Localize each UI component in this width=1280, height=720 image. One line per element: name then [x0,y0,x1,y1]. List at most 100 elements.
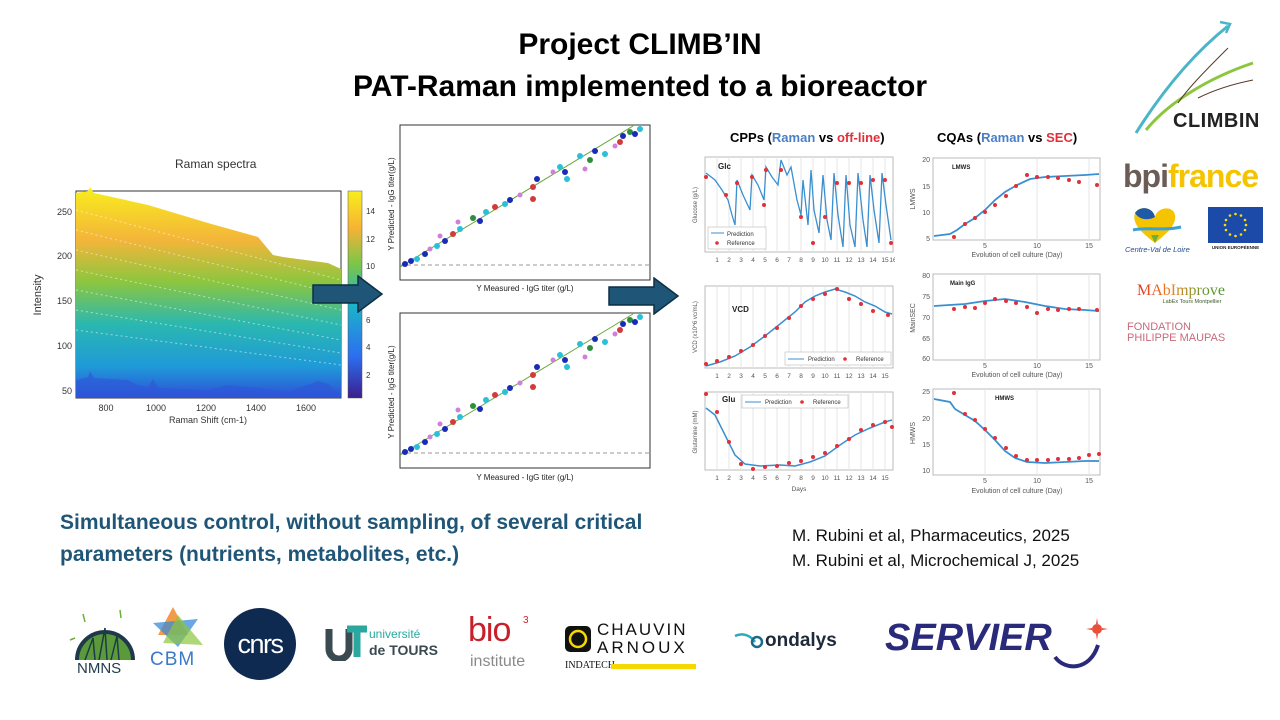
scatter-plot-top: Y Measured - IgG titer (g/L) Y Predicted… [385,124,655,294]
colorbar-tick: 4 [366,343,371,352]
svg-text:15: 15 [922,442,930,449]
bio3-institute-logo: bio 3 institute [468,611,529,670]
raman-spectra-chart: 250 200 150 100 50 800 1000 1200 1400 16… [28,185,368,430]
svg-text:15: 15 [881,373,889,380]
eu-flag-logo: UNION EUROPÉENNE [1208,207,1263,259]
svg-text:Reference: Reference [813,400,841,406]
svg-text:Prediction: Prediction [765,400,792,406]
vcd-label: VCD [732,305,749,314]
raman-ytick: 150 [57,296,72,306]
svg-text:5: 5 [983,363,987,370]
svg-text:7: 7 [787,373,791,380]
svg-text:10: 10 [922,468,930,475]
raman-ytick: 100 [57,341,72,351]
colorbar-tick: 12 [366,235,375,244]
svg-text:Evolution of cell culture (Day: Evolution of cell culture (Day) [971,252,1062,259]
scatter-bottom-xlabel: Y Measured - IgG titer (g/L) [476,473,574,482]
svg-text:14: 14 [869,475,877,482]
lmws-chart: LMWS 20 15 10 5 LMWS 5 10 15 Evolution of ce… [905,152,1105,260]
svg-text:60: 60 [922,356,930,363]
svg-text:1: 1 [715,373,719,380]
scatter-top-xlabel: Y Measured - IgG titer (g/L) [476,284,574,293]
glc-label: Glc [718,162,731,171]
reference-item: M. Rubini et al, Microchemical J, 2025 [792,551,1080,570]
svg-text:25: 25 [922,389,930,396]
raman-ytick: 250 [57,207,72,217]
lmws-ylabel: LMWS [910,188,917,209]
svg-text:3: 3 [739,257,743,264]
mabimprove-logo: MAbImprove LabEx Tours Montpellier [1137,282,1247,312]
slide-title-line1: Project CLIMB’IN [518,28,762,61]
svg-text:5: 5 [763,257,767,264]
svg-text:8: 8 [799,257,803,264]
svg-text:Prediction: Prediction [808,357,835,363]
svg-text:11: 11 [834,373,841,380]
main-igg-label: Main IgG [950,281,976,287]
svg-text:15: 15 [922,184,930,191]
glu-label: Glu [722,395,735,404]
svg-text:1: 1 [715,475,719,482]
svg-text:Prediction: Prediction [727,232,754,238]
svg-text:3: 3 [739,475,743,482]
reference-item: M. Rubini et al, Pharmaceutics, 2025 [792,526,1070,545]
svg-text:13: 13 [857,373,865,380]
scatter-bottom-ylabel: Y Predicted - IgG titer(g/L) [387,345,396,439]
svg-text:9: 9 [811,257,815,264]
svg-text:10: 10 [1033,243,1041,250]
svg-text:10: 10 [1033,363,1041,370]
svg-text:65: 65 [922,336,930,343]
servier-logo: SERVIER [885,615,1115,670]
slide-title-line2: PAT-Raman implemented to a bioreactor [353,70,927,103]
svg-text:5: 5 [926,236,930,243]
scatter-plot-bottom: Y Measured - IgG titer (g/L) Y Predicted… [385,312,655,484]
svg-text:Evolution of cell culture (Day: Evolution of cell culture (Day) [971,372,1062,379]
svg-text:Reference: Reference [727,241,755,247]
nmns-logo: NMNS [65,608,145,680]
climbin-logo: CLIMBIN [1128,18,1263,138]
svg-text:6: 6 [775,257,779,264]
svg-text:8: 8 [799,475,803,482]
climbin-text: CLIMBIN [1173,110,1260,132]
main-igg-chart: Main IgG 80 75 70 65 60 MainSEC 5 10 15 Evolu… [905,268,1105,380]
glutamine-chart: Glu Prediction Reference Glutamine (mM) … [680,390,895,495]
vcd-chart: VCD Prediction Reference VCD (x10^6 vc/m… [680,284,895,384]
svg-text:10: 10 [821,257,829,264]
svg-text:12: 12 [845,257,853,264]
lmws-label: LMWS [952,165,970,171]
colorbar-tick: 2 [366,371,371,380]
svg-text:14: 14 [869,257,877,264]
raman-xlabel: Raman Shift (cm-1) [169,415,247,425]
svg-text:15: 15 [1085,478,1093,485]
svg-text:8: 8 [799,373,803,380]
svg-text:10: 10 [821,475,829,482]
svg-text:6: 6 [775,373,779,380]
centre-val-de-loire-logo: Centre-Val de Loire [1125,205,1190,260]
svg-text:4: 4 [751,475,755,482]
hmws-chart: HMWS 25 20 15 10 HMWS 5 10 15 Evolution of c… [905,385,1105,497]
svg-text:15: 15 [1085,363,1093,370]
svg-text:Reference: Reference [856,357,884,363]
svg-text:4: 4 [751,373,755,380]
colorbar-tick: 6 [366,316,371,325]
svg-text:11: 11 [834,257,841,264]
svg-text:800: 800 [98,403,113,413]
svg-text:15: 15 [881,475,889,482]
cpps-title: CPPs (Raman vs off-line) [730,130,885,145]
cnrs-logo: cnrs [224,608,296,680]
chauvin-arnoux-logo: CHAUVIN ARNOUX INDATECH [565,620,700,675]
svg-text:13: 13 [857,475,865,482]
svg-text:5: 5 [763,373,767,380]
vcd-ylabel: VCD (x10^6 vc/mL) [693,301,699,353]
svg-text:13: 13 [857,257,865,264]
svg-text:20: 20 [922,157,930,164]
svg-text:1200: 1200 [196,403,216,413]
colorbar-tick: 14 [366,207,375,216]
cqas-title: CQAs (Raman vs SEC) [937,130,1078,145]
raman-ytick: 50 [62,386,72,396]
arrow-right-icon [312,274,384,318]
svg-text:7: 7 [787,257,791,264]
svg-text:9: 9 [811,475,815,482]
glucose-chart: Glc Prediction Reference Glucose (g/L) 1… [680,155,897,285]
svg-text:1600: 1600 [296,403,316,413]
bpifrance-logo: bpifrance [1123,158,1259,194]
